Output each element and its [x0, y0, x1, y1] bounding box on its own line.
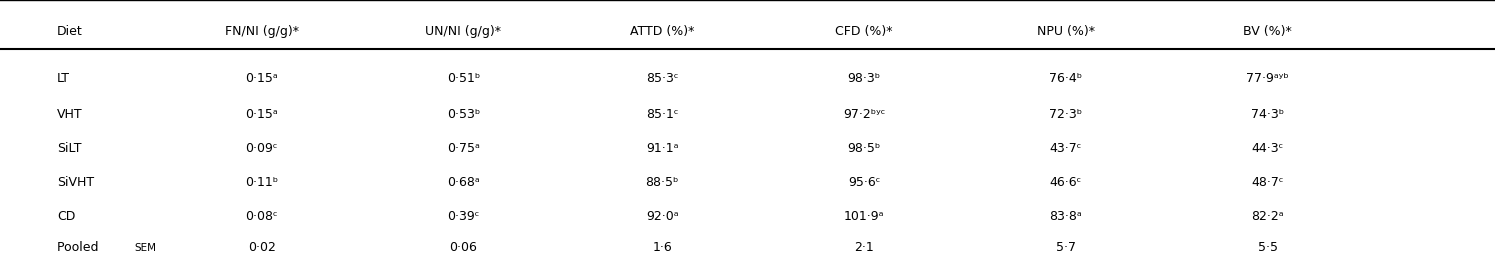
- Text: 83·8ᵃ: 83·8ᵃ: [1049, 210, 1082, 224]
- Text: 1·6: 1·6: [652, 241, 673, 254]
- Text: FN/NI (g/g)*: FN/NI (g/g)*: [224, 25, 299, 38]
- Text: CD: CD: [57, 210, 75, 224]
- Text: 0·15ᵃ: 0·15ᵃ: [245, 108, 278, 121]
- Text: 98·3ᵇ: 98·3ᵇ: [848, 72, 881, 85]
- Text: 44·3ᶜ: 44·3ᶜ: [1251, 142, 1284, 155]
- Text: 98·5ᵇ: 98·5ᵇ: [848, 142, 881, 155]
- Text: 0·11ᵇ: 0·11ᵇ: [245, 176, 278, 189]
- Text: 85·3ᶜ: 85·3ᶜ: [646, 72, 679, 85]
- Text: SiLT: SiLT: [57, 142, 81, 155]
- Text: 5·7: 5·7: [1055, 241, 1076, 254]
- Text: 92·0ᵃ: 92·0ᵃ: [646, 210, 679, 224]
- Text: 0·15ᵃ: 0·15ᵃ: [245, 72, 278, 85]
- Text: 91·1ᵃ: 91·1ᵃ: [646, 142, 679, 155]
- Text: 82·2ᵃ: 82·2ᵃ: [1251, 210, 1284, 224]
- Text: 88·5ᵇ: 88·5ᵇ: [646, 176, 679, 189]
- Text: 0·09ᶜ: 0·09ᶜ: [245, 142, 278, 155]
- Text: UN/NI (g/g)*: UN/NI (g/g)*: [426, 25, 501, 38]
- Text: LT: LT: [57, 72, 70, 85]
- Text: 0·08ᶜ: 0·08ᶜ: [245, 210, 278, 224]
- Text: 43·7ᶜ: 43·7ᶜ: [1049, 142, 1082, 155]
- Text: 0·75ᵃ: 0·75ᵃ: [447, 142, 480, 155]
- Text: 2·1: 2·1: [854, 241, 875, 254]
- Text: CFD (%)*: CFD (%)*: [836, 25, 893, 38]
- Text: 76·4ᵇ: 76·4ᵇ: [1049, 72, 1082, 85]
- Text: 0·51ᵇ: 0·51ᵇ: [447, 72, 480, 85]
- Text: Pooled: Pooled: [57, 241, 102, 254]
- Text: 85·1ᶜ: 85·1ᶜ: [646, 108, 679, 121]
- Text: 101·9ᵃ: 101·9ᵃ: [843, 210, 885, 224]
- Text: 48·7ᶜ: 48·7ᶜ: [1251, 176, 1284, 189]
- Text: 95·6ᶜ: 95·6ᶜ: [848, 176, 881, 189]
- Text: 0·02: 0·02: [248, 241, 275, 254]
- Text: NPU (%)*: NPU (%)*: [1038, 25, 1094, 38]
- Text: 74·3ᵇ: 74·3ᵇ: [1251, 108, 1284, 121]
- Text: VHT: VHT: [57, 108, 82, 121]
- Text: 97·2ᵇʸᶜ: 97·2ᵇʸᶜ: [843, 108, 885, 121]
- Text: 0·53ᵇ: 0·53ᵇ: [447, 108, 480, 121]
- Text: 0·39ᶜ: 0·39ᶜ: [447, 210, 480, 224]
- Text: 46·6ᶜ: 46·6ᶜ: [1049, 176, 1082, 189]
- Text: SEM: SEM: [135, 243, 157, 253]
- Text: 77·9ᵃʸᵇ: 77·9ᵃʸᵇ: [1247, 72, 1289, 85]
- Text: BV (%)*: BV (%)*: [1244, 25, 1292, 38]
- Text: 0·06: 0·06: [450, 241, 477, 254]
- Text: ATTD (%)*: ATTD (%)*: [629, 25, 695, 38]
- Text: SiVHT: SiVHT: [57, 176, 94, 189]
- Text: 72·3ᵇ: 72·3ᵇ: [1049, 108, 1082, 121]
- Text: Diet: Diet: [57, 25, 82, 38]
- Text: 5·5: 5·5: [1257, 241, 1278, 254]
- Text: 0·68ᵃ: 0·68ᵃ: [447, 176, 480, 189]
